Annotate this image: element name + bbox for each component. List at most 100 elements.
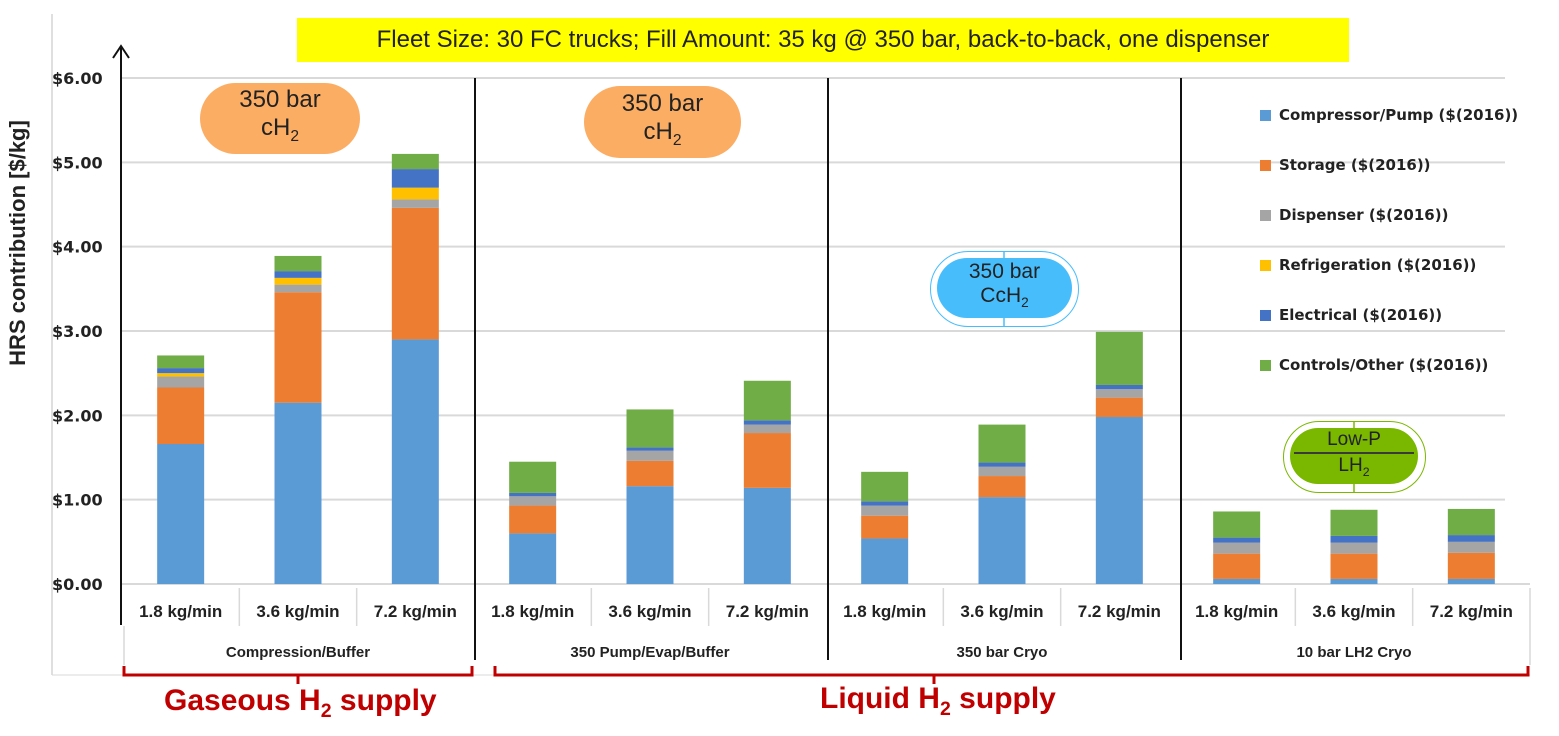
x-group-label: 10 bar LH2 Cryo — [1296, 644, 1411, 661]
bar-segment-storage — [978, 476, 1026, 498]
bar-segment-electrical — [1095, 384, 1143, 390]
bar-segment-controls — [861, 471, 909, 502]
y-tick-label: $0.00 — [52, 575, 103, 594]
bar-segment-controls — [1447, 508, 1495, 536]
y-tick-labels: $0.00 $1.00 $2.00 $3.00 $4.00 $5.00 $6.00 — [52, 69, 103, 594]
legend: Compressor/Pump ($(2016)) Storage ($(201… — [1260, 90, 1518, 390]
legend-swatch-electrical — [1260, 309, 1271, 321]
bar-segment-dispenser — [509, 496, 557, 506]
y-tick-label: $3.00 — [52, 322, 103, 341]
bar-segment-controls — [743, 380, 791, 421]
legend-swatch-controls — [1260, 359, 1271, 371]
bar-segment-refrigeration — [157, 373, 205, 377]
bar-segment-storage — [1213, 553, 1261, 579]
legend-item-electrical: Electrical ($(2016)) — [1260, 290, 1518, 340]
x-group-label: 350 Pump/Evap/Buffer — [570, 644, 729, 661]
x-group-label: Compression/Buffer — [226, 644, 370, 661]
bar-segment-storage — [391, 207, 439, 340]
legend-item-storage: Storage ($(2016)) — [1260, 140, 1518, 190]
gridlines — [122, 77, 1530, 585]
bar-segment-compressor — [1330, 578, 1378, 584]
bar-segment-controls — [391, 153, 439, 170]
bar-segment-storage — [1330, 553, 1378, 579]
y-tick-label: $4.00 — [52, 238, 103, 257]
bar-segment-compressor — [274, 402, 322, 584]
frame — [51, 14, 1531, 684]
x-group-label: 350 bar Cryo — [957, 644, 1048, 661]
bar-segment-compressor — [509, 533, 557, 584]
x-tick-label: 7.2 kg/min — [726, 602, 809, 621]
bar-segment-compressor — [861, 538, 909, 584]
annotation-line1: 350 bar — [968, 260, 1041, 284]
bars — [157, 153, 1495, 584]
annotation-lowp-lh2: Low-P LH2 — [1290, 428, 1418, 484]
annotation-line2: CcH2 — [980, 284, 1029, 311]
bar-segment-dispenser — [157, 376, 205, 388]
liquid-bracket — [493, 666, 1530, 684]
legend-swatch-refrigeration — [1260, 259, 1271, 271]
x-tick-label: 7.2 kg/min — [1430, 602, 1513, 621]
annotation-line2: cH2 — [643, 117, 682, 149]
bar-segment-storage — [509, 505, 557, 534]
bar-segment-storage — [1447, 552, 1495, 579]
x-tick-label: 1.8 kg/min — [843, 602, 926, 621]
bar-segment-storage — [743, 433, 791, 488]
bar-segment-controls — [157, 355, 205, 369]
legend-item-controls: Controls/Other ($(2016)) — [1260, 340, 1518, 390]
bar-segment-electrical — [1330, 535, 1378, 543]
bar-segment-dispenser — [978, 466, 1026, 477]
bar-segment-dispenser — [1330, 542, 1378, 554]
liquid-supply-label: Liquid H2 supply — [820, 682, 1056, 720]
x-tick-label: 3.6 kg/min — [1312, 602, 1395, 621]
bar-segment-compressor — [978, 497, 1026, 584]
annotation-line2: cH2 — [260, 114, 300, 145]
bar-segment-refrigeration — [274, 277, 322, 285]
legend-item-compressor: Compressor/Pump ($(2016)) — [1260, 90, 1518, 140]
annotation-line2: LH2 — [1338, 455, 1370, 479]
bar-segment-dispenser — [391, 199, 439, 208]
legend-swatch-dispenser — [1260, 209, 1271, 221]
bar-segment-storage — [1095, 397, 1143, 418]
bar-segment-compressor — [157, 444, 205, 584]
bar-segment-dispenser — [1447, 541, 1495, 553]
bar-segment-electrical — [978, 462, 1026, 467]
x-tick-label: 1.8 kg/min — [139, 602, 222, 621]
bar-segment-storage — [861, 515, 909, 539]
annotation-outline-lh2 — [1283, 421, 1426, 493]
bar-segment-electrical — [743, 420, 791, 425]
legend-swatch-compressor — [1260, 109, 1271, 121]
bar-segment-compressor — [626, 486, 674, 584]
bar-segment-controls — [626, 409, 674, 448]
bar-segment-electrical — [1447, 535, 1495, 542]
bar-segment-compressor — [1447, 578, 1495, 584]
bar-segment-controls — [1213, 511, 1261, 538]
x-tick-label: 3.6 kg/min — [256, 602, 339, 621]
legend-item-dispenser: Dispenser ($(2016)) — [1260, 190, 1518, 240]
bar-segment-dispenser — [274, 284, 322, 293]
bar-segment-compressor — [743, 487, 791, 584]
annotation-outline-cch2 — [930, 251, 1079, 327]
legend-item-refrigeration: Refrigeration ($(2016)) — [1260, 240, 1518, 290]
x-tick-label: 3.6 kg/min — [608, 602, 691, 621]
bar-segment-electrical — [509, 492, 557, 497]
bar-segment-refrigeration — [391, 187, 439, 200]
bar-segment-storage — [274, 292, 322, 403]
bar-segment-electrical — [626, 447, 674, 451]
bar-segment-electrical — [274, 271, 322, 278]
x-tick-label: 1.8 kg/min — [491, 602, 574, 621]
y-axis-arrow-icon — [112, 44, 130, 59]
y-tick-label: $6.00 — [52, 69, 103, 88]
bar-segment-compressor — [1213, 578, 1261, 584]
y-tick-label: $2.00 — [52, 406, 103, 425]
bar-segment-compressor — [1095, 417, 1143, 584]
bar-segment-dispenser — [1213, 542, 1261, 554]
y-axis-label: HRS contribution [$/kg] — [5, 120, 30, 366]
annotation-350bar-ch2-2: 350 bar cH2 — [584, 86, 741, 158]
bar-segment-dispenser — [743, 424, 791, 434]
bar-segment-controls — [509, 461, 557, 493]
bar-segment-electrical — [1213, 537, 1261, 543]
bar-segment-dispenser — [626, 450, 674, 461]
bar-segment-dispenser — [1095, 389, 1143, 398]
bar-segment-dispenser — [861, 505, 909, 516]
